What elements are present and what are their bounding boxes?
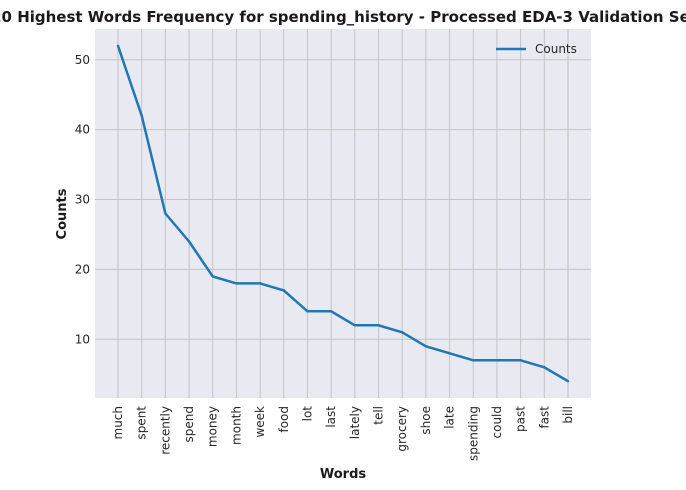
data-point [187, 240, 191, 243]
data-point [235, 282, 238, 285]
data-point [329, 310, 333, 313]
data-point [495, 359, 499, 362]
series-line-counts [116, 45, 569, 383]
x-tick-label: spending [466, 406, 480, 461]
data-point [472, 359, 475, 362]
x-tick-label: money [206, 406, 220, 447]
x-tick-label: late [443, 406, 457, 429]
y-tick-label: 10 [75, 332, 90, 346]
data-point [211, 275, 214, 278]
data-point [543, 366, 546, 369]
chart-title: 20 Highest Words Frequency for spending_… [0, 8, 686, 26]
x-tick-label: grocery [395, 406, 409, 452]
data-point [140, 114, 143, 117]
x-tick-label: past [514, 406, 528, 432]
x-axis-ticks: much spent recently spend money month week food… [111, 406, 575, 461]
data-point [306, 310, 309, 313]
data-point [401, 331, 404, 334]
x-tick-label: week [253, 406, 267, 438]
data-point [282, 289, 285, 292]
x-tick-label: spent [135, 406, 149, 440]
x-tick-label: bill [561, 406, 575, 424]
legend-label: Counts [535, 42, 577, 56]
legend: Counts [496, 42, 577, 56]
x-tick-label: spend [182, 406, 196, 442]
x-tick-label: recently [158, 406, 172, 455]
data-point [116, 44, 120, 47]
x-tick-label: tell [372, 406, 386, 425]
y-tick-label: 30 [75, 193, 90, 207]
data-point [258, 282, 262, 285]
y-tick-label: 50 [75, 53, 90, 67]
x-tick-label: fast [537, 406, 551, 429]
data-point [424, 345, 428, 348]
y-axis-label: Counts [55, 188, 70, 239]
x-tick-label: food [277, 406, 291, 433]
x-tick-label: last [324, 406, 338, 428]
data-point [566, 380, 570, 383]
x-tick-label: lot [300, 406, 314, 422]
data-point [519, 359, 522, 362]
y-tick-label: 20 [75, 262, 90, 276]
data-point [353, 324, 357, 327]
plot-area [95, 29, 591, 398]
data-point [377, 324, 380, 327]
x-tick-label: shoe [419, 406, 433, 435]
x-axis-label: Words [320, 467, 367, 482]
x-tick-label: could [490, 406, 504, 439]
data-point [448, 352, 451, 355]
grid-lines [95, 29, 591, 398]
y-axis-ticks: 10 20 30 40 50 [75, 53, 90, 347]
data-point [164, 212, 167, 215]
x-tick-label: lately [348, 406, 362, 439]
data-points [116, 44, 570, 383]
x-tick-label: much [111, 406, 125, 440]
x-tick-label: month [229, 406, 243, 445]
y-tick-label: 40 [75, 123, 90, 137]
